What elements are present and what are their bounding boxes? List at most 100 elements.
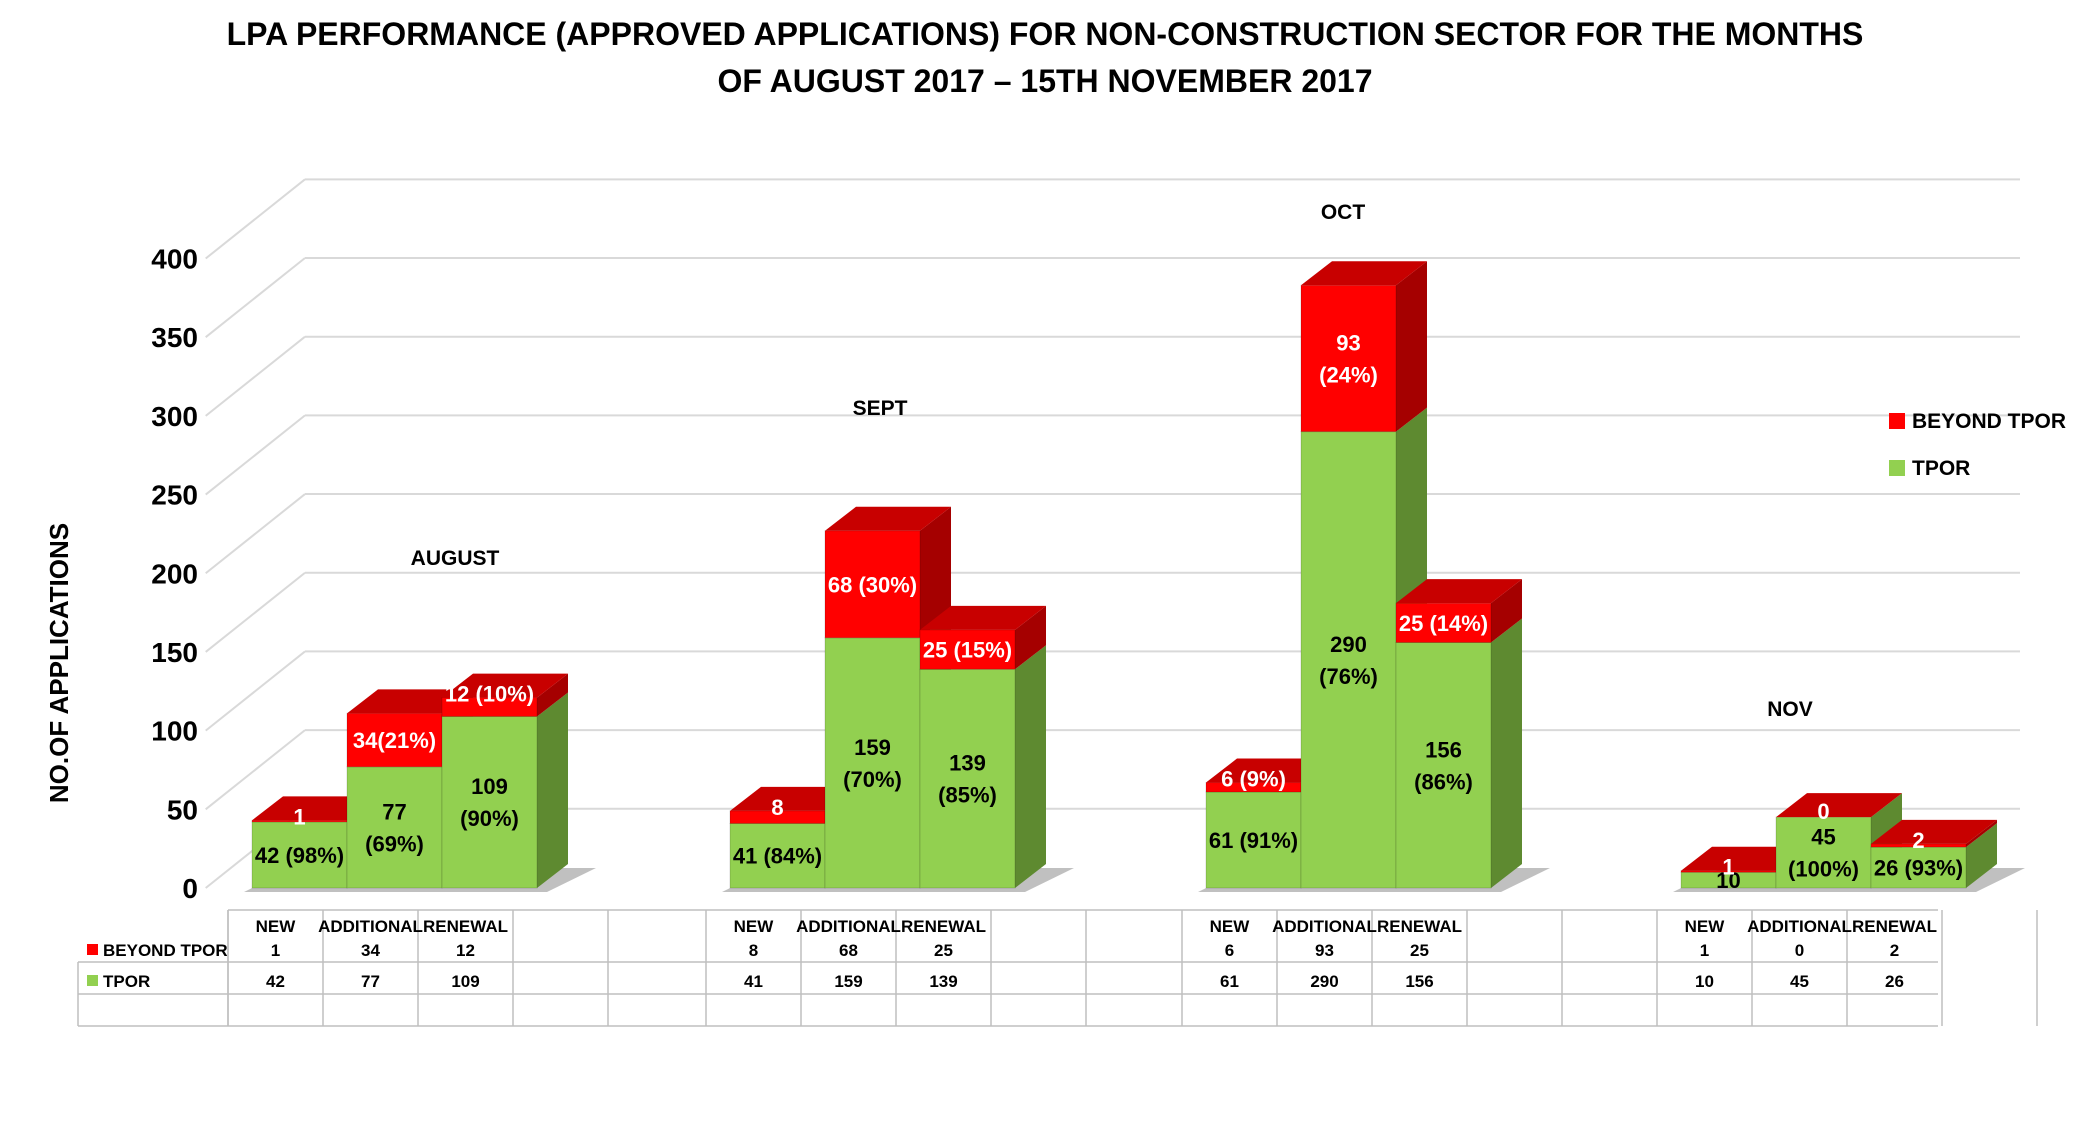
table-column-header: NEW [256, 917, 297, 936]
bar-beyond-front [824, 530, 921, 639]
table-cell-beyond: 25 [934, 941, 953, 960]
chart-title-line-1: LPA PERFORMANCE (APPROVED APPLICATIONS) … [227, 16, 1864, 52]
table-row-header: TPOR [103, 972, 150, 991]
data-label-beyond: 68 (30%) [828, 572, 917, 597]
gridline-diagonal [205, 414, 306, 496]
bar-tpor-front [441, 715, 538, 889]
bar-tpor-front [729, 822, 826, 889]
table-cell-tpor: 42 [266, 972, 285, 991]
gridline-diagonal [205, 729, 306, 811]
bar-labels: 42 (98%) 1 77 (69%) 34(21%) 109 (90%) 12 (10%) 4… [255, 330, 1963, 893]
gridline-diagonal [205, 493, 306, 575]
bar-beyond [441, 673, 568, 717]
table-cell-tpor: 159 [834, 972, 862, 991]
table-cell-tpor: 77 [361, 972, 380, 991]
table-cell-beyond: 1 [271, 941, 280, 960]
gridline-diagonal [205, 178, 306, 260]
data-label-beyond: 34(21%) [353, 728, 436, 753]
data-label-tpor: 290 (76%) [1319, 632, 1378, 689]
data-label-beyond: 93 (24%) [1319, 330, 1378, 387]
table-cell-beyond: 1 [1700, 941, 1709, 960]
bar-beyond [919, 605, 1046, 670]
legend-label: BEYOND TPOR [1912, 410, 2066, 433]
y-axis-title: NO.OF APPLICATIONS [44, 523, 74, 803]
data-label-tpor: 156 (86%) [1414, 737, 1473, 794]
y-tick-label: 100 [151, 716, 198, 747]
data-label-tpor: 139 (85%) [938, 751, 997, 808]
data-label-beyond: 25 (15%) [923, 638, 1012, 663]
y-tick-label: 250 [151, 480, 198, 511]
bar-beyond-top [252, 796, 378, 821]
table-cell-beyond: 68 [839, 941, 858, 960]
month-label: OCT [1321, 201, 1366, 224]
legend-swatch [1889, 413, 1905, 429]
table-column-header: ADDITIONAL [1272, 917, 1377, 936]
table-column-header: RENEWAL [1377, 917, 1462, 936]
table-cell-tpor: 10 [1695, 972, 1714, 991]
table-cell-beyond: 93 [1315, 941, 1334, 960]
bar-beyond-side [920, 506, 951, 638]
y-tick-label: 350 [151, 322, 198, 353]
table-cell-tpor: 41 [744, 972, 763, 991]
table-column-header: NEW [734, 917, 775, 936]
data-table: BEYOND TPOR TPOR NEW 1 42 ADDITIONAL 34 77 RENEW… [77, 909, 2038, 1027]
data-label-beyond: 1 [1722, 855, 1734, 880]
data-label-tpor: 26 (93%) [1874, 856, 1963, 881]
table-column-header: RENEWAL [901, 917, 986, 936]
bar-tpor-side [1966, 823, 1997, 888]
bar-beyond [824, 506, 951, 639]
data-label-beyond: 2 [1912, 828, 1924, 853]
table-column-header: RENEWAL [423, 917, 508, 936]
bar-beyond-top [347, 689, 473, 714]
table-cell-tpor: 290 [1310, 972, 1338, 991]
bar-beyond-front [1300, 284, 1397, 433]
table-legend-swatch [87, 975, 98, 986]
table-cell-tpor: 139 [929, 972, 957, 991]
data-label-tpor: 45 (100%) [1788, 825, 1859, 882]
table-column-header: ADDITIONAL [1747, 917, 1852, 936]
gridline-diagonal [205, 571, 306, 653]
bar-tpor-front [1205, 791, 1302, 889]
legend-label: TPOR [1912, 457, 1970, 480]
bar-beyond-top [825, 506, 951, 531]
data-label-beyond: 0 [1817, 799, 1829, 824]
bar-beyond-side [1966, 819, 1997, 848]
bar-beyond-front [346, 712, 443, 768]
table-cell-beyond: 0 [1795, 941, 1804, 960]
gridline-diagonal [205, 335, 306, 417]
table-cell-beyond: 8 [749, 941, 758, 960]
bar-tpor-front [251, 821, 348, 889]
bar-tpor [1870, 823, 1997, 889]
bars [251, 261, 1997, 889]
table-column-header: ADDITIONAL [796, 917, 901, 936]
bar-tpor-front [346, 766, 443, 889]
bar-beyond-front [919, 629, 1016, 670]
legend: BEYOND TPOR TPOR [1889, 410, 2066, 480]
bar-beyond [1300, 261, 1427, 433]
data-label-tpor: 10 [1716, 868, 1740, 893]
table-cell-tpor: 156 [1405, 972, 1433, 991]
bar-beyond-side [1015, 605, 1046, 670]
bar-beyond [1395, 579, 1522, 644]
bar-beyond-top [1776, 793, 1902, 818]
y-tick-label: 0 [182, 873, 198, 904]
table-cell-beyond: 6 [1225, 941, 1234, 960]
bar-tpor [1395, 618, 1522, 889]
data-label-beyond: 6 (9%) [1221, 767, 1286, 792]
table-cell-beyond: 12 [456, 941, 475, 960]
y-tick-label: 150 [151, 637, 198, 668]
bar-tpor-front [1300, 431, 1397, 889]
bar-tpor-front [919, 668, 1016, 889]
bar-beyond-side [1491, 579, 1522, 643]
table-cell-tpor: 45 [1790, 972, 1809, 991]
month-label: AUGUST [411, 547, 500, 570]
bar-beyond-front [1395, 602, 1492, 644]
data-label-beyond: 8 [771, 795, 783, 820]
y-tick-label: 200 [151, 558, 198, 589]
bar-beyond-top [920, 605, 1046, 630]
table-cell-beyond: 25 [1410, 941, 1429, 960]
bar-beyond-top [1681, 846, 1807, 871]
gridline-diagonal [205, 257, 306, 338]
